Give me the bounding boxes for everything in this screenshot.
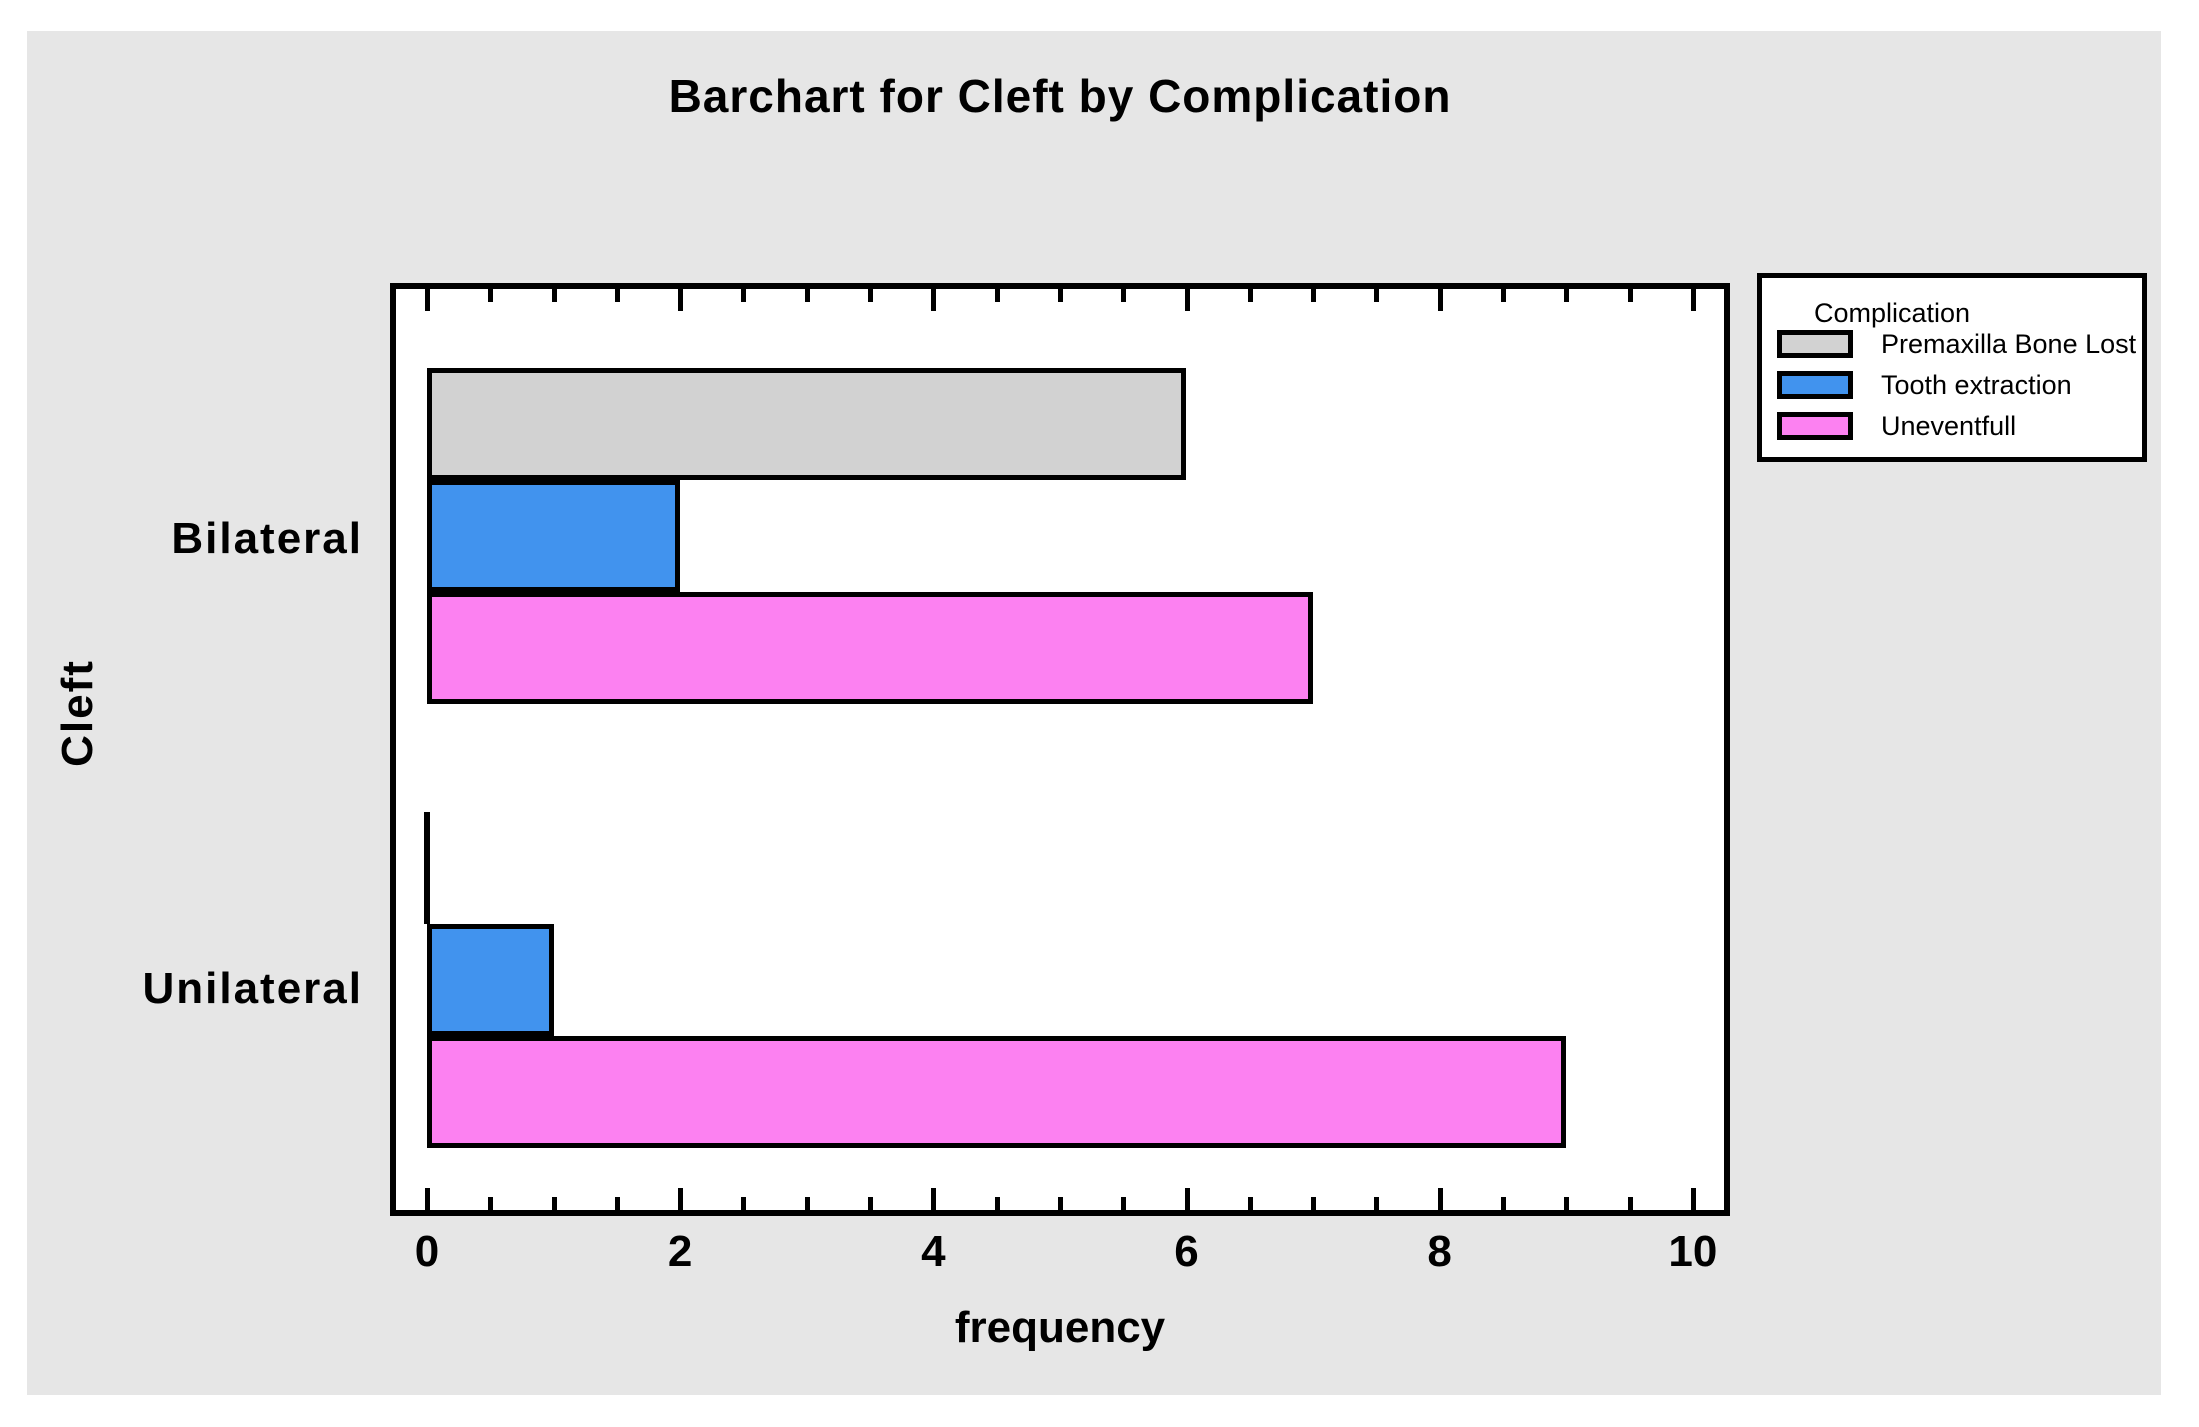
minor-tick-bottom [1057,1197,1063,1210]
minor-tick-bottom [614,1197,620,1210]
major-tick-bottom [931,1188,937,1210]
minor-tick-top [1374,289,1380,302]
major-tick-bottom [1437,1188,1443,1210]
minor-tick-bottom [1247,1197,1253,1210]
minor-tick-top [614,289,620,302]
minor-tick-top [868,289,874,302]
legend-entry-uneventfull: Uneventfull [1777,410,2136,441]
minor-tick-top [1564,289,1570,302]
x-tick-label-6: 6 [1174,1227,1199,1276]
legend-entries: Premaxilla Bone Lost Tooth extraction Unev… [1777,328,2137,453]
x-tick-label-8: 8 [1427,1227,1452,1276]
x-tick-label-10: 10 [1668,1227,1718,1276]
legend-swatch-premaxilla-bone-lost [1777,330,1853,358]
major-tick-top [1184,289,1190,311]
x-tick-label-0: 0 [414,1227,440,1276]
minor-tick-top [1121,289,1127,302]
minor-tick-bottom [1311,1197,1317,1210]
category-label-unilateral: Unilateral [142,963,363,1013]
plot-area [390,283,1730,1216]
minor-tick-top [1627,289,1633,302]
major-tick-top [1437,289,1443,311]
minor-tick-top [741,289,747,302]
bar-bilateral-tooth-extraction [426,479,681,592]
legend-entry-premaxilla-bone-lost: Premaxilla Bone Lost [1777,328,2137,359]
legend-label-premaxilla-bone-lost: Premaxilla Bone Lost [1881,328,2137,359]
plot-inner [396,289,1724,1210]
major-tick-bottom [1184,1188,1190,1210]
x-axis-title: frequency [954,1303,1166,1352]
minor-tick-bottom [1121,1197,1127,1210]
bar-unilateral-uneventfull [426,1035,1567,1148]
figure-canvas: Barchart for Cleft by Complication 0 2 4 6 8… [27,31,2161,1395]
minor-tick-bottom [551,1197,557,1210]
minor-tick-bottom [804,1197,810,1210]
minor-tick-top [551,289,557,302]
x-tick-labels: 0 2 4 6 8 10 [396,1227,1724,1287]
legend-entry-tooth-extraction: Tooth extraction [1777,369,2136,400]
major-tick-bottom [424,1188,430,1210]
x-tick-label-4: 4 [921,1227,946,1276]
major-tick-top [424,289,430,311]
legend-title: Complication [1814,298,1971,328]
legend-swatch-uneventfull [1777,412,1853,440]
minor-tick-bottom [1564,1197,1570,1210]
minor-tick-bottom [1374,1197,1380,1210]
bar-bilateral-uneventfull [426,591,1314,704]
legend: Complication Premaxilla Bone Lost Tooth e… [1757,273,2147,462]
major-tick-top [678,289,684,311]
legend-label-tooth-extraction: Tooth extraction [1881,369,2072,400]
minor-tick-top [488,289,494,302]
minor-tick-bottom [994,1197,1000,1210]
minor-tick-bottom [488,1197,494,1210]
major-tick-top [1690,289,1696,311]
category-label-bilateral: Bilateral [171,514,363,564]
minor-tick-top [1311,289,1317,302]
minor-tick-bottom [1627,1197,1633,1210]
legend-label-uneventfull: Uneventfull [1881,410,2017,441]
major-tick-bottom [678,1188,684,1210]
minor-tick-bottom [868,1197,874,1210]
minor-tick-top [994,289,1000,302]
x-tick-label-2: 2 [667,1227,693,1276]
minor-tick-top [1247,289,1253,302]
minor-tick-top [1500,289,1506,302]
legend-swatch-tooth-extraction [1777,371,1853,399]
chart-title: Barchart for Cleft by Complication [668,70,1452,122]
major-tick-bottom [1690,1188,1696,1210]
minor-tick-bottom [741,1197,747,1210]
minor-tick-top [1057,289,1063,302]
minor-tick-top [804,289,810,302]
bar-unilateral-premaxilla-bone-lost [423,811,430,924]
y-axis-title: Cleft [53,659,102,767]
major-tick-top [931,289,937,311]
minor-tick-bottom [1500,1197,1506,1210]
y-category-labels: Bilateral Unilateral [27,283,367,1216]
bar-bilateral-premaxilla-bone-lost [426,367,1187,480]
bar-unilateral-tooth-extraction [426,923,554,1036]
